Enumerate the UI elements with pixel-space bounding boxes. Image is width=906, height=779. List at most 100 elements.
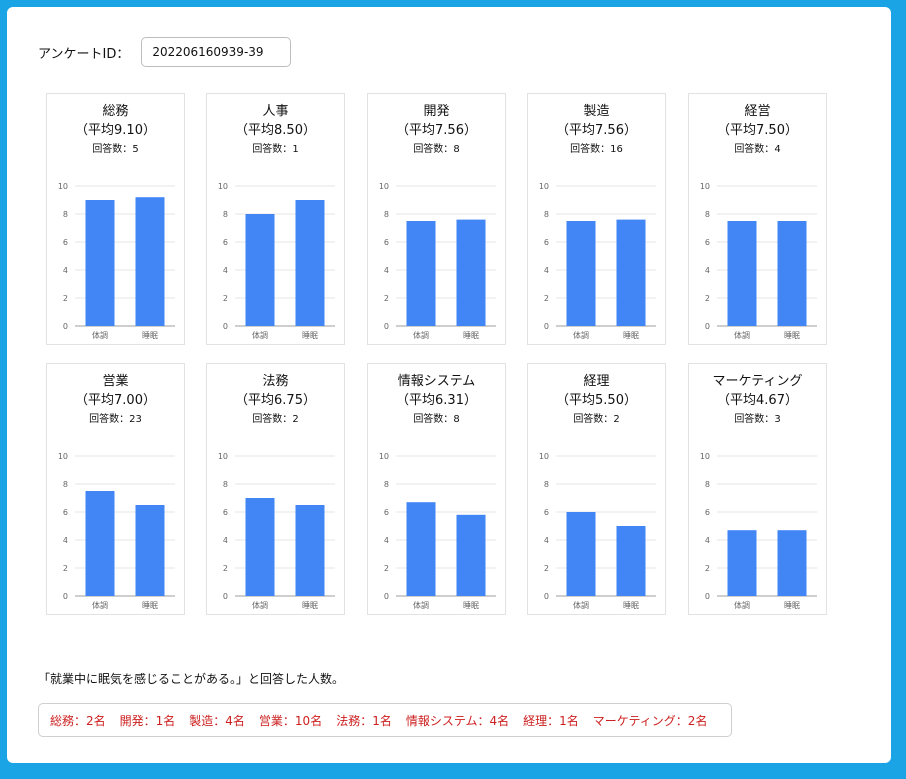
summary-item: 情報システム：4名 <box>405 713 510 728</box>
x-tick-label: 睡眠 <box>623 601 639 610</box>
chart-average: （平均5.50） <box>556 393 637 408</box>
x-tick-label: 体調 <box>92 600 108 610</box>
y-tick-label: 0 <box>384 592 389 601</box>
y-tick-label: 2 <box>705 564 710 573</box>
y-tick-label: 8 <box>63 480 68 489</box>
chart-response-count: 回答数：5 <box>47 140 184 155</box>
bar <box>456 514 486 596</box>
bar <box>616 526 646 596</box>
chart-response-count: 回答数：4 <box>689 140 826 155</box>
response-count-label: 回答数： <box>570 144 611 155</box>
response-count-label: 回答数： <box>734 144 775 155</box>
y-tick-label: 2 <box>223 294 228 303</box>
chart-response-count: 回答数：23 <box>47 410 184 425</box>
chart-card: 情報システム （平均6.31） 回答数：8 0 2 4 6 8 10 体調 睡眠 <box>367 363 506 615</box>
response-count-value: 2 <box>292 414 299 425</box>
y-tick-label: 0 <box>705 322 710 331</box>
x-tick-label: 体調 <box>92 330 108 340</box>
bar-chart: 0 2 4 6 8 10 体調 睡眠 <box>539 182 656 340</box>
y-tick-label: 4 <box>384 266 389 275</box>
x-tick-label: 体調 <box>734 330 750 340</box>
survey-id-label: アンケートID： <box>38 46 130 62</box>
chart-card: 法務 （平均6.75） 回答数：2 0 2 4 6 8 10 体調 睡眠 <box>206 363 345 615</box>
y-tick-label: 8 <box>223 210 228 219</box>
x-tick-label: 睡眠 <box>142 331 158 340</box>
bar-chart: 0 2 4 6 8 10 体調 睡眠 <box>700 452 817 610</box>
chart-average: （平均7.56） <box>556 123 637 138</box>
x-tick-label: 睡眠 <box>463 331 479 340</box>
y-tick-label: 10 <box>58 452 68 461</box>
chart-average: （平均7.50） <box>717 123 798 138</box>
bar <box>245 498 275 596</box>
bar <box>295 505 325 596</box>
response-count-value: 8 <box>453 144 460 155</box>
chart-response-count: 回答数：2 <box>528 410 665 425</box>
summary-item: 法務：1名 <box>336 713 392 728</box>
survey-id-input[interactable] <box>141 37 292 67</box>
response-count-label: 回答数： <box>252 144 293 155</box>
main-panel: アンケートID： 総務（平均9.10）回答数：50246810体調睡眠人事（平均… <box>7 7 891 763</box>
response-count-label: 回答数： <box>252 414 293 425</box>
bar-chart: 0 2 4 6 8 10 体調 睡眠 <box>218 182 335 340</box>
x-tick-label: 睡眠 <box>463 601 479 610</box>
chart-title: 総務 <box>102 104 129 119</box>
response-count-value: 23 <box>129 414 142 425</box>
bar <box>85 200 115 326</box>
y-tick-label: 2 <box>63 564 68 573</box>
y-tick-label: 6 <box>705 238 710 247</box>
x-tick-label: 睡眠 <box>302 601 318 610</box>
y-tick-label: 0 <box>63 592 68 601</box>
y-tick-label: 6 <box>223 238 228 247</box>
bar <box>727 221 757 326</box>
response-count-label: 回答数： <box>413 144 454 155</box>
bar-chart: 0 2 4 6 8 10 体調 睡眠 <box>379 182 496 340</box>
y-tick-label: 0 <box>384 322 389 331</box>
chart-response-count: 回答数：8 <box>368 140 505 155</box>
y-tick-label: 0 <box>544 322 549 331</box>
chart-average: （平均8.50） <box>235 123 316 138</box>
x-tick-label: 体調 <box>413 330 429 340</box>
summary-item: 営業：10名 <box>258 713 323 728</box>
y-tick-label: 4 <box>63 266 68 275</box>
x-tick-label: 睡眠 <box>142 601 158 610</box>
y-tick-label: 6 <box>63 238 68 247</box>
bar <box>566 512 596 596</box>
y-tick-label: 8 <box>544 210 549 219</box>
response-count-value: 2 <box>613 414 620 425</box>
y-tick-label: 8 <box>705 480 710 489</box>
chart-title: 人事 <box>262 104 289 119</box>
chart-card: 製造 （平均7.56） 回答数：16 0 2 4 6 8 10 体調 睡眠 <box>527 93 666 345</box>
y-tick-label: 2 <box>705 294 710 303</box>
chart-response-count: 回答数：3 <box>689 410 826 425</box>
y-tick-label: 6 <box>384 238 389 247</box>
y-tick-label: 4 <box>705 536 710 545</box>
response-count-value: 3 <box>774 414 781 425</box>
summary-item: 総務：2名 <box>50 713 106 728</box>
y-tick-label: 6 <box>223 508 228 517</box>
y-tick-label: 8 <box>544 480 549 489</box>
chart-card: 開発 （平均7.56） 回答数：8 0 2 4 6 8 10 体調 睡眠 <box>367 93 506 345</box>
x-tick-label: 体調 <box>413 600 429 610</box>
bar <box>295 200 325 326</box>
bar <box>406 221 436 326</box>
response-count-label: 回答数： <box>573 414 614 425</box>
x-tick-label: 体調 <box>252 600 268 610</box>
bar <box>616 219 646 326</box>
summary-item: 製造：4名 <box>189 713 245 728</box>
y-tick-label: 10 <box>700 452 710 461</box>
chart-title: マーケティング <box>712 374 803 389</box>
x-tick-label: 睡眠 <box>302 331 318 340</box>
bar-chart: 0 2 4 6 8 10 体調 睡眠 <box>218 452 335 610</box>
y-tick-label: 8 <box>63 210 68 219</box>
chart-card: 人事 （平均8.50） 回答数：1 0 2 4 6 8 10 体調 睡眠 <box>206 93 345 345</box>
drowsiness-summary-box: 総務：2名 開発：1名 製造：4名 営業：10名 法務：1名 情報システム：4名 経理：1名… <box>38 703 732 737</box>
response-count-value: 1 <box>292 144 299 155</box>
chart-card: 営業 （平均7.00） 回答数：23 0 2 4 6 8 10 体調 睡眠 <box>46 363 185 615</box>
chart-card: マーケティング （平均4.67） 回答数：3 0 2 4 6 8 10 体調 睡眠 <box>688 363 827 615</box>
y-tick-label: 10 <box>379 182 389 191</box>
y-tick-label: 6 <box>544 238 549 247</box>
y-tick-label: 4 <box>223 266 228 275</box>
chart-average: （平均6.75） <box>235 393 316 408</box>
y-tick-label: 2 <box>544 564 549 573</box>
response-count-label: 回答数： <box>734 414 775 425</box>
